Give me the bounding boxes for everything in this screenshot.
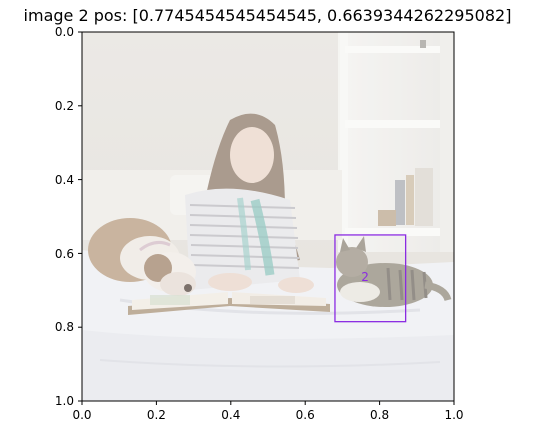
bounding-box-label: 2 [361,270,369,284]
y-tick-label: 0.6 [55,247,74,261]
photo [82,32,454,401]
x-tick-label: 0.6 [296,408,315,422]
y-axis: 0.0 0.2 0.4 0.6 0.8 1.0 [55,25,82,408]
x-tick-label: 0.0 [72,408,91,422]
axes-frame [81,31,455,402]
y-tick-label: 1.0 [55,394,74,408]
woman [185,113,314,293]
x-tick-label: 0.2 [147,408,166,422]
figure-title: image 2 pos: [0.7745454545454545, 0.6639… [23,6,512,25]
bounding-box [334,234,407,323]
y-tick-label: 0.8 [55,320,74,334]
book [128,292,330,315]
y-tick-label: 0.0 [55,25,74,39]
cat [336,236,452,307]
x-tick-label: 0.8 [370,408,389,422]
bookshelf [338,32,454,252]
x-tick-label: 0.4 [221,408,240,422]
x-tick-label: 1.0 [444,408,463,422]
x-axis: 0.0 0.2 0.4 0.6 0.8 1.0 [72,401,464,422]
dog [88,218,196,296]
y-tick-label: 0.2 [55,99,74,113]
y-tick-label: 0.4 [55,173,74,187]
